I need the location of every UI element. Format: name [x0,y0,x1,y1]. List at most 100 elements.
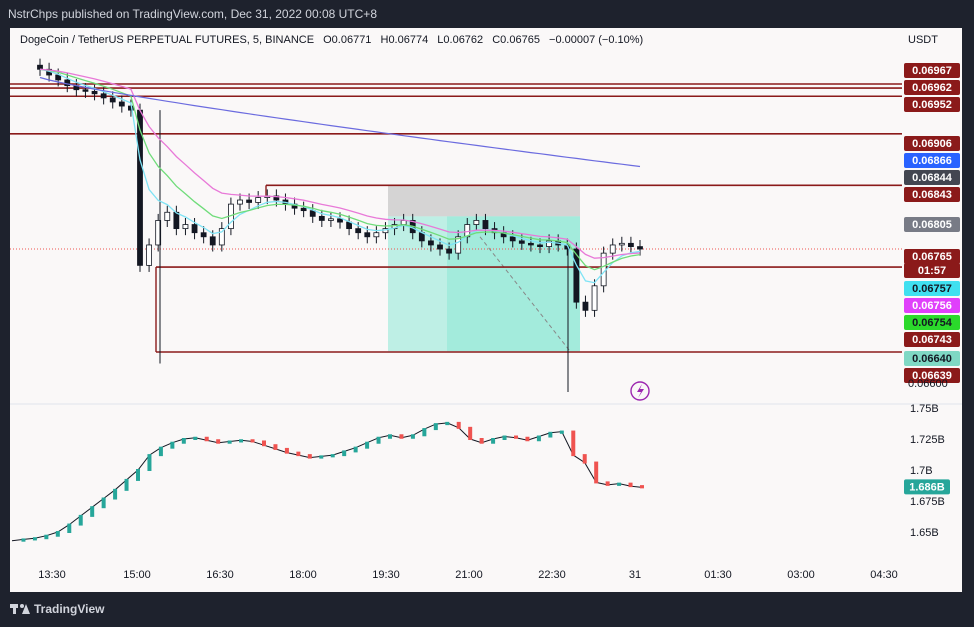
price-label-tag [904,187,960,202]
volume-tick-label: 1.75B [910,403,939,415]
candle-body [628,242,634,247]
ema-cyan-line [39,68,641,284]
candle-body [609,244,616,254]
legend-symbol[interactable]: DogeCoin / TetherUS PERPETUAL FUTURES, 5… [20,34,315,46]
stop-loss-zone [388,185,580,217]
candle-body [55,74,62,81]
candle-body [446,248,452,254]
secondary-series-bar [582,454,587,464]
price-label: 0.06754 [912,317,953,329]
secondary-series-bar [640,485,644,489]
secondary-series-bar [147,454,152,471]
candle-body [91,90,98,95]
secondary-series-bar [399,434,404,439]
secondary-series-bar [433,423,438,431]
secondary-series-bar [548,431,553,438]
price-label: 0.06805 [912,219,952,231]
price-label: 0.06967 [912,65,952,77]
chart-canvas[interactable]: 0.06967 0.06962 0.06952 0.06906 0.06866 0.068… [10,28,962,592]
tradingview-footer[interactable]: TradingView [10,599,104,619]
time-tick-label: 04:30 [870,569,898,581]
secondary-series-bar [273,444,278,450]
secondary-series-bar [101,497,106,509]
candle-body [118,101,125,107]
secondary-series-bar [410,434,415,439]
candle-body [618,242,625,246]
secondary-series-bar [193,436,198,440]
alert-lightning-icon [630,381,650,401]
candle-body [209,236,216,246]
secondary-series-bar [365,441,370,449]
price-label: 0.06843 [912,189,952,201]
secondary-series-bar [605,481,610,486]
currency-label: USDT [908,34,938,46]
secondary-series-bar [536,435,541,442]
tradingview-logo-icon [10,603,30,615]
time-tick-label: 18:00 [289,569,317,581]
price-label: 0.06640 [912,353,952,365]
price-label: 0.06756 [912,300,952,312]
time-tick-label: 16:30 [206,569,234,581]
candle-body [173,211,180,230]
secondary-series-bar [456,421,461,429]
secondary-series-bar [628,482,633,488]
legend-low: L0.06762 [437,34,484,46]
chart-area[interactable]: 0.06967 0.06962 0.06952 0.06906 0.06866 0.068… [10,28,962,592]
publish-info: NstrChps published on TradingView.com, D… [8,7,377,21]
time-tick-label: 15:00 [123,569,151,581]
price-label-tag [904,298,960,313]
secondary-series-bar [319,455,324,459]
price-label: 0.06866 [912,155,952,167]
secondary-series-bar [78,514,83,526]
price-label: 01:57 [918,265,946,277]
secondary-series-bar [353,446,358,453]
price-label-tag [904,153,960,168]
candle-body [637,246,643,250]
candle-body [255,197,262,203]
secondary-series-bar [594,461,599,484]
candle-body [428,240,434,246]
candle-body [373,232,380,238]
price-label: 0.06639 [912,370,952,382]
time-tick-label: 21:00 [455,569,483,581]
candle-body [509,236,516,242]
price-label-tag [904,217,960,232]
secondary-series-bar [204,436,209,442]
candle-body [591,285,598,311]
candle-body [482,220,489,230]
secondary-series-bar [227,440,232,444]
candle-body [82,89,89,92]
ema-green-line [39,68,641,271]
secondary-series-bar [376,436,381,444]
secondary-series-bar [491,438,496,444]
secondary-series-bar [284,447,289,454]
secondary-series-bar [559,430,564,434]
candle-body [537,244,543,247]
price-label: 0.06765 [912,251,952,263]
secondary-series-bar [330,454,335,458]
volume-tick-label: 1.725B [910,434,945,446]
candle-body [309,210,316,217]
price-label: 0.06743 [912,334,952,346]
price-label-tag [904,170,960,185]
candle-body [164,211,171,221]
secondary-series-bar [124,478,129,491]
position-path-line [479,236,571,352]
candle-body [237,199,243,205]
secondary-series-bar [44,534,49,540]
secondary-series-bar [296,451,301,457]
candle-body [364,232,371,238]
price-label-tag [904,351,960,366]
brand-name: TradingView [34,602,105,616]
secondary-series-bar [262,440,266,447]
volume-last-tag [904,479,950,495]
secondary-series-bar [342,450,347,457]
price-label-tag [904,63,960,78]
secondary-series-bar [21,538,26,542]
candle-body [473,220,480,225]
ema-pink-line [39,68,641,259]
candle-body [109,97,116,103]
secondary-series-bar [90,506,95,517]
secondary-series-bar [468,426,473,440]
